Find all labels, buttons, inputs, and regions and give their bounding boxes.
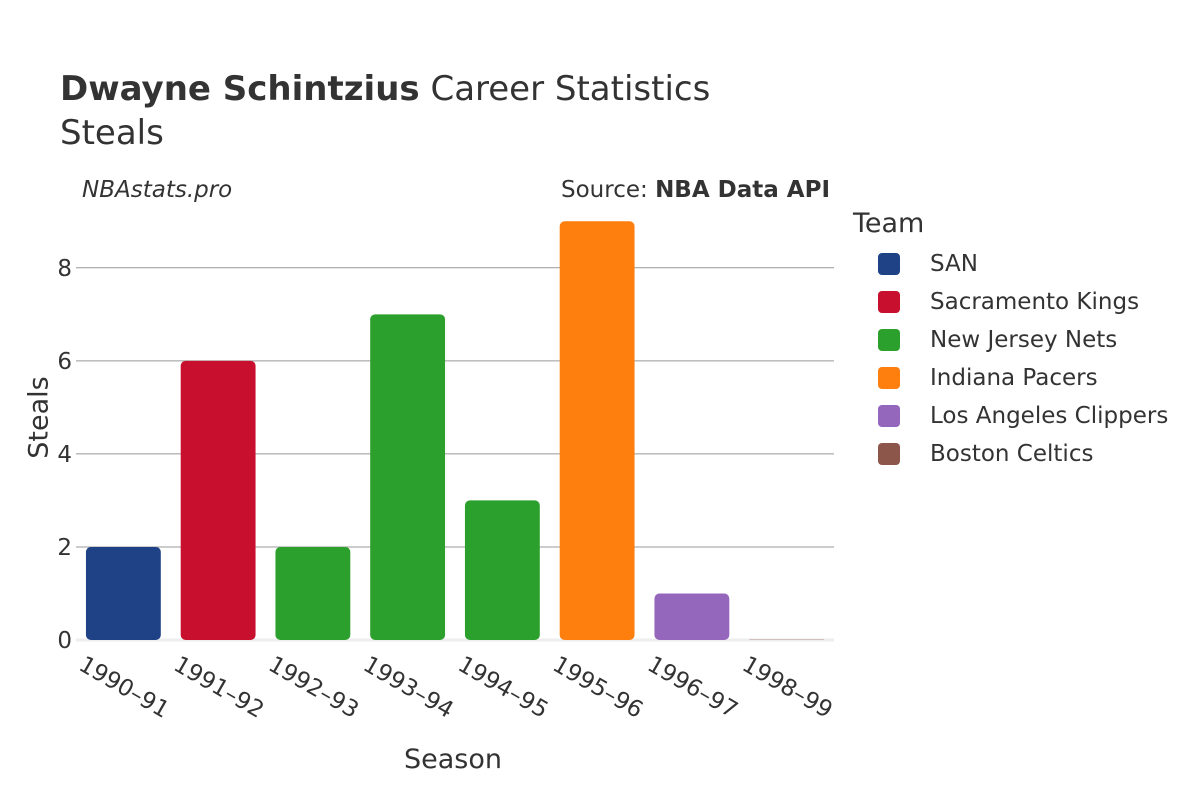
- source-credit: Source: NBA Data API: [561, 177, 830, 203]
- legend-swatch: [878, 253, 900, 275]
- source-name: NBA Data API: [655, 177, 830, 203]
- bar: [275, 546, 351, 640]
- chart-subtitle: Steals: [60, 113, 164, 153]
- legend-item[interactable]: Boston Celtics: [853, 435, 1168, 473]
- legend: Team SAN Sacramento Kings New Jersey Nets I…: [853, 208, 1168, 473]
- legend-label: SAN: [930, 251, 978, 277]
- bar: [749, 639, 825, 640]
- y-tick-label: 8: [57, 256, 72, 282]
- x-tick-label: 1991–92: [169, 652, 268, 724]
- x-tick-label: 1992–93: [264, 652, 363, 724]
- x-tick-label: 1998–99: [738, 652, 837, 724]
- y-tick-label: 2: [57, 535, 72, 561]
- legend-title: Team: [853, 208, 925, 239]
- y-tick-label: 6: [57, 349, 72, 375]
- legend-label: Sacramento Kings: [930, 289, 1140, 315]
- x-tick-label: 1990–91: [74, 652, 173, 724]
- bar: [370, 314, 446, 640]
- legend-label: Los Angeles Clippers: [930, 403, 1169, 429]
- player-name: Dwayne Schintzius: [60, 69, 420, 109]
- legend-label: Boston Celtics: [930, 441, 1094, 467]
- legend-swatch: [878, 367, 900, 389]
- chart-title: Dwayne Schintzius Career Statistics: [60, 68, 710, 110]
- legend-item[interactable]: Indiana Pacers: [853, 359, 1168, 397]
- x-tick-label: 1996–97: [643, 652, 742, 724]
- legend-swatch: [878, 291, 900, 313]
- title-rest: Career Statistics: [430, 69, 711, 109]
- watermark: NBAstats.pro: [82, 177, 233, 203]
- source-label: Source:: [561, 177, 648, 203]
- bar: [180, 360, 256, 640]
- x-tick-label: 1994–95: [453, 652, 552, 724]
- legend-label: Indiana Pacers: [930, 365, 1098, 391]
- x-tick-label: 1993–94: [359, 652, 458, 724]
- legend-swatch: [878, 443, 900, 465]
- y-tick-label: 0: [57, 628, 72, 654]
- legend-label: New Jersey Nets: [930, 327, 1118, 353]
- legend-swatch: [878, 405, 900, 427]
- y-tick-label: 4: [57, 442, 72, 468]
- legend-item[interactable]: SAN: [853, 245, 1168, 283]
- x-tick-label: 1995–96: [548, 652, 647, 724]
- bar: [464, 500, 540, 640]
- legend-swatch: [878, 329, 900, 351]
- bar: [559, 221, 635, 640]
- y-axis-title: Steals: [23, 376, 55, 459]
- legend-item[interactable]: Los Angeles Clippers: [853, 397, 1168, 435]
- legend-item[interactable]: Sacramento Kings: [853, 283, 1168, 321]
- bar: [654, 593, 730, 640]
- x-axis-title: Season: [404, 744, 502, 775]
- bar: [85, 546, 161, 640]
- legend-item[interactable]: New Jersey Nets: [853, 321, 1168, 359]
